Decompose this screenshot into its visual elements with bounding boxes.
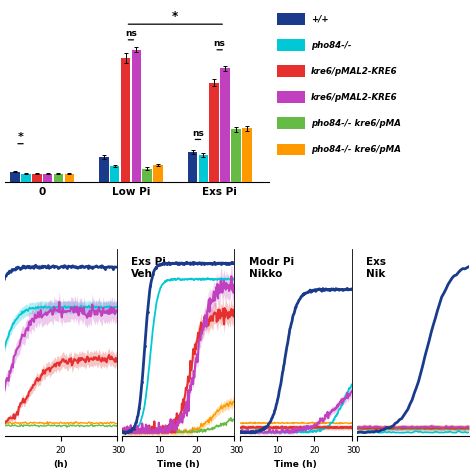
Bar	[153, 165, 163, 182]
Bar	[210, 82, 219, 182]
X-axis label: Time (h): Time (h)	[274, 460, 317, 469]
Bar	[121, 58, 130, 182]
Bar	[132, 50, 141, 182]
Bar	[10, 172, 20, 182]
Bar	[242, 128, 252, 182]
FancyBboxPatch shape	[277, 13, 305, 25]
Text: *: *	[172, 10, 178, 23]
Bar	[54, 174, 63, 182]
Text: ns: ns	[192, 129, 204, 138]
FancyBboxPatch shape	[277, 144, 305, 155]
Text: ns: ns	[214, 39, 226, 48]
Text: Modr Pi
Nikko: Modr Pi Nikko	[249, 257, 294, 279]
Bar	[32, 174, 42, 182]
Bar	[220, 68, 230, 182]
FancyBboxPatch shape	[277, 91, 305, 103]
Text: *: *	[18, 132, 23, 142]
Bar	[99, 157, 109, 182]
Bar	[199, 155, 208, 182]
Text: kre6/pMAL2-KRE6: kre6/pMAL2-KRE6	[311, 67, 397, 76]
Text: pho84-/- kre6/pMA: pho84-/- kre6/pMA	[311, 119, 401, 128]
X-axis label: (h): (h)	[54, 460, 68, 469]
Text: pho84-/- kre6/pMA: pho84-/- kre6/pMA	[311, 145, 401, 154]
FancyBboxPatch shape	[277, 65, 305, 77]
Text: Exs Pi
Veh: Exs Pi Veh	[131, 257, 166, 279]
Bar	[43, 174, 53, 182]
Bar	[64, 174, 74, 182]
Bar	[142, 169, 152, 182]
Bar	[188, 152, 197, 182]
Bar	[231, 129, 241, 182]
Bar	[110, 166, 119, 182]
Text: Exs
Nik: Exs Nik	[366, 257, 386, 279]
X-axis label: Time (h): Time (h)	[157, 460, 200, 469]
Text: pho84-/-: pho84-/-	[311, 41, 351, 50]
Bar	[21, 174, 31, 182]
Text: kre6/pMAL2-KRE6: kre6/pMAL2-KRE6	[311, 93, 397, 102]
Text: ns: ns	[125, 29, 137, 38]
Text: +/+: +/+	[311, 15, 328, 24]
FancyBboxPatch shape	[277, 39, 305, 51]
FancyBboxPatch shape	[277, 118, 305, 129]
